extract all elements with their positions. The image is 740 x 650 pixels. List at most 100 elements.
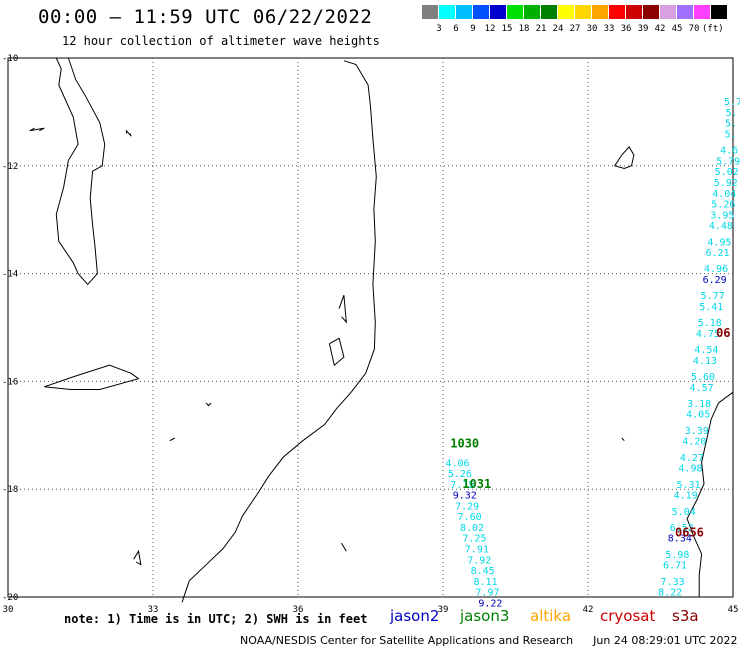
legend-swatch xyxy=(609,5,625,19)
wave-height-label: 4.54 xyxy=(694,345,718,356)
wave-height-label: 4.98 xyxy=(678,464,702,475)
legend-bin-label: 12 xyxy=(484,24,496,34)
island-outline xyxy=(341,542,347,552)
legend-swatch xyxy=(558,5,574,19)
wave-height-label: 6.29 xyxy=(703,275,727,286)
wave-height-label: 4.96 xyxy=(704,264,728,275)
wave-height-label: 6.52 xyxy=(670,523,694,534)
wave-height-label: 8.22 xyxy=(658,588,682,599)
legend-swatch xyxy=(711,5,727,19)
wave-height-label: 7.29 xyxy=(455,501,479,512)
legend-bin-label: 33 xyxy=(603,24,615,34)
wave-height-label: 7.91 xyxy=(465,544,489,555)
madagascar-coastline xyxy=(686,391,734,597)
legend-bin-label: 30 xyxy=(586,24,598,34)
wave-height-label: 7.33 xyxy=(661,577,685,588)
wave-height-label: 4.48 xyxy=(709,221,733,232)
wave-height-label: 5.7 xyxy=(724,97,740,108)
wave-height-label: 7.60 xyxy=(458,512,482,523)
wave-height-label: 3.95 xyxy=(710,210,734,221)
wave-height-label: 4.13 xyxy=(693,356,717,367)
wave-height-label: 5. xyxy=(726,108,738,119)
legend-swatch xyxy=(643,5,659,19)
wave-height-label: 4.19 xyxy=(674,491,698,502)
wave-height-label: 6.21 xyxy=(705,248,729,259)
wave-height-label: 4.06 xyxy=(445,458,469,469)
legend-bin-label: 21 xyxy=(535,24,547,34)
legend-swatch xyxy=(575,5,591,19)
wave-height-label: 5.98 xyxy=(665,550,689,561)
pass-time-label: 1031 xyxy=(462,477,491,491)
legend-bin-label: 42 xyxy=(654,24,666,34)
legend-bin-label: 6 xyxy=(453,24,459,34)
wave-height-label: 4.04 xyxy=(712,189,736,200)
wave-height-label: 4.20 xyxy=(682,437,706,448)
wave-height-label: 7.92 xyxy=(467,555,491,566)
wave-height-label: 3.18 xyxy=(687,399,711,410)
pass-time-label: 0656 xyxy=(675,525,704,539)
wave-height-label: 5.77 xyxy=(701,291,725,302)
map-subtitle: 12 hour collection of altimeter wave hei… xyxy=(62,34,380,48)
satellite-s3a: s3a xyxy=(672,607,699,625)
wave-height-label: 5. xyxy=(725,119,737,130)
island-outline xyxy=(328,337,345,367)
wave-height-label: 7.15 xyxy=(450,480,474,491)
satellite-jason3: jason3 xyxy=(460,607,510,625)
legend-bin-label: 9 xyxy=(470,24,476,34)
legend-swatch xyxy=(541,5,557,19)
island-outline xyxy=(125,129,132,137)
mainland-coastline xyxy=(181,60,377,603)
legend-swatch xyxy=(473,5,489,19)
wave-height-label: 3.39 xyxy=(685,426,709,437)
satellite-altika: altika xyxy=(530,607,572,625)
wave-height-label: 9.22 xyxy=(478,598,502,609)
legend-bin-label: 24 xyxy=(552,24,564,34)
wave-height-label: 5.04 xyxy=(672,507,696,518)
legend-bin-label: 36 xyxy=(620,24,632,34)
lat-tick-label: -18 xyxy=(2,485,18,495)
pass-time-label: 1030 xyxy=(450,436,479,450)
island-outline xyxy=(614,146,635,170)
lon-tick-label: 36 xyxy=(293,605,304,615)
legend-bin-label: 18 xyxy=(518,24,530,34)
lat-tick-label: -16 xyxy=(2,377,18,387)
legend-bin-label: 70 xyxy=(688,24,700,34)
legend-swatch xyxy=(422,5,438,19)
lon-tick-label: 45 xyxy=(728,605,739,615)
lon-tick-label: 30 xyxy=(3,605,14,615)
legend-bin-label: 15 xyxy=(501,24,513,34)
wave-height-label: 6.71 xyxy=(663,561,687,572)
legend-swatch xyxy=(524,5,540,19)
legend-unit: (ft) xyxy=(702,24,724,34)
legend-swatch xyxy=(507,5,523,19)
pass-time-label: 06 xyxy=(716,326,730,340)
lat-tick-label: -20 xyxy=(2,593,18,603)
legend-swatch xyxy=(677,5,693,19)
credit-text: NOAA/NESDIS Center for Satellite Applica… xyxy=(240,634,574,647)
wave-height-label: 4.75 xyxy=(696,329,720,340)
wave-height-label: 4.6 xyxy=(720,146,738,157)
legend-bin-label: 45 xyxy=(671,24,683,34)
wave-height-label: 5.92 xyxy=(714,178,738,189)
wave-height-label: 5.31 xyxy=(676,480,700,491)
wave-height-label: 5.26 xyxy=(711,200,735,211)
legend-swatch xyxy=(592,5,608,19)
lat-tick-label: -10 xyxy=(2,54,18,64)
wave-height-label: 5.26 xyxy=(448,469,472,480)
wave-height-label: 5.41 xyxy=(699,302,723,313)
island-outline xyxy=(205,402,212,407)
wave-height-label: 7.25 xyxy=(462,534,486,545)
wave-height-label: 5.60 xyxy=(691,372,715,383)
island-outline xyxy=(29,127,45,132)
legend-swatch xyxy=(694,5,710,19)
wave-height-label: 8.11 xyxy=(473,577,497,588)
legend-bin-label: 3 xyxy=(436,24,442,34)
wave-height-label: 4.05 xyxy=(686,410,710,421)
island-outline xyxy=(169,437,176,442)
legend-swatch xyxy=(439,5,455,19)
lat-tick-label: -12 xyxy=(2,162,18,172)
wave-height-label: 9.32 xyxy=(453,491,477,502)
wave-height-label: 8.34 xyxy=(668,534,692,545)
map-title: 00:00 – 11:59 UTC 06/22/2022 xyxy=(38,6,373,28)
legend-bin-label: 39 xyxy=(637,24,649,34)
